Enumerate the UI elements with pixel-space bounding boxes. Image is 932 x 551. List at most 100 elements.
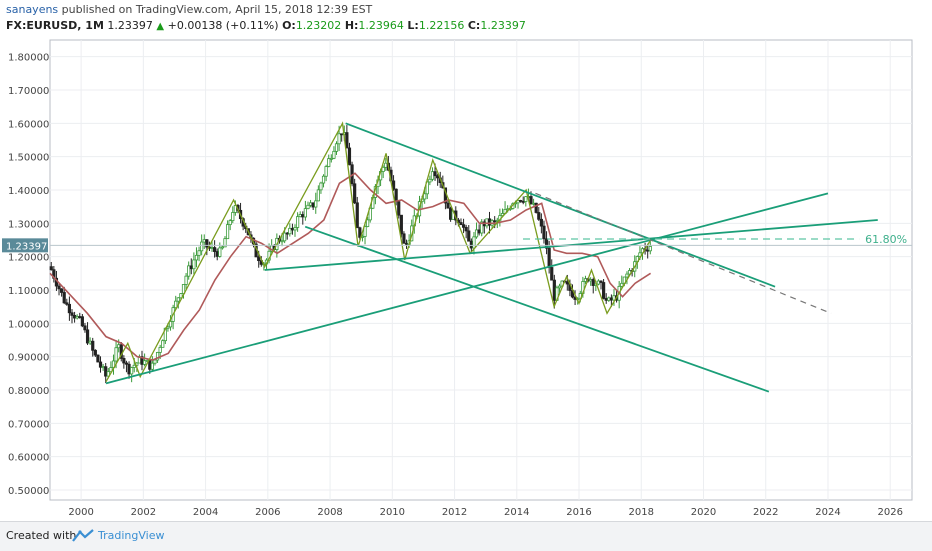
candle-body — [67, 303, 71, 314]
candle-body — [210, 247, 214, 249]
candle-body — [319, 182, 323, 191]
x-tick-label: 2026 — [877, 507, 902, 518]
candle-body — [324, 166, 328, 177]
candle-body — [122, 358, 126, 364]
candle-body — [192, 259, 196, 270]
publish-info: sanayens published on TradingView.com, A… — [6, 3, 372, 16]
open-value: 1.23202 — [295, 19, 342, 32]
candle-body — [104, 366, 108, 377]
trendline — [345, 122, 776, 288]
candle-body — [174, 300, 178, 309]
high-value: 1.23964 — [358, 19, 404, 32]
candle-body — [547, 247, 551, 268]
candle-body — [366, 219, 370, 227]
y-tick-label: 1.20000 — [8, 253, 49, 264]
y-tick-label: 1.00000 — [8, 319, 49, 330]
x-tick-label: 2000 — [68, 507, 93, 518]
candle-body — [220, 246, 224, 249]
candle-body — [301, 214, 305, 218]
candle-body — [280, 240, 284, 243]
candle-body — [161, 340, 165, 348]
candle-body — [646, 249, 650, 252]
candle-body — [231, 212, 235, 222]
candle-body — [607, 297, 611, 301]
candle-body — [449, 207, 453, 220]
created-with-text: Created with — [6, 529, 77, 542]
candle-body — [288, 227, 292, 235]
tradingview-brand[interactable]: TradingView — [98, 529, 165, 542]
candle-body — [459, 222, 463, 226]
candle-body — [609, 297, 613, 301]
y-tick-label: 0.50000 — [8, 486, 49, 497]
price-change: +0.00138 (+0.11%) — [167, 19, 279, 32]
candle-body — [531, 202, 536, 205]
candle-body — [298, 214, 302, 218]
x-tick-label: 2022 — [753, 507, 778, 518]
candle-body — [130, 367, 134, 375]
candle-body — [124, 362, 129, 365]
candle-body — [599, 280, 603, 283]
price-chart[interactable]: 1.80000 1.70000 1.60000 1.50000 1.40000 1.300… — [0, 0, 932, 521]
candle-body — [404, 242, 409, 245]
candle-body — [446, 202, 450, 209]
close-label: C: — [467, 19, 481, 32]
candle-body — [347, 147, 352, 166]
candle-body — [215, 251, 219, 257]
candle-body — [88, 340, 92, 344]
plot-area — [49, 39, 913, 501]
published-text: published on TradingView.com, April 15, … — [61, 3, 373, 16]
y-tick-label: 1.50000 — [8, 153, 49, 164]
candle-body — [70, 312, 74, 316]
candle-body — [158, 346, 162, 353]
candle-body — [114, 347, 118, 362]
candle-body — [596, 280, 601, 285]
candle-body — [85, 329, 90, 344]
zigzag-line — [105, 121, 652, 382]
candle-body — [552, 279, 556, 301]
y-tick-label: 1.10000 — [8, 286, 49, 297]
candle-body — [225, 224, 230, 240]
candle-body — [314, 200, 318, 208]
candle-body — [464, 226, 468, 232]
tradingview-logo-icon[interactable] — [72, 529, 94, 543]
x-tick-label: 2020 — [691, 507, 716, 518]
candle-body — [62, 292, 66, 304]
y-tick-label: 1.80000 — [8, 53, 49, 64]
candle-body — [49, 266, 53, 271]
candle-body — [353, 183, 357, 204]
candle-body — [327, 158, 331, 167]
candle-body — [93, 349, 97, 356]
close-value: 1.23397 — [480, 19, 526, 32]
candle-body — [148, 360, 152, 370]
candle-body — [519, 200, 523, 202]
footer: Created with TradingView — [0, 521, 932, 551]
publisher-name[interactable]: sanayens — [6, 3, 59, 16]
candle-body — [132, 364, 136, 368]
candle-body — [602, 282, 606, 299]
candle-body — [98, 361, 103, 368]
candle-body — [184, 275, 188, 285]
candle-body — [402, 233, 406, 244]
x-tick-label: 2016 — [566, 507, 591, 518]
candle-body — [345, 132, 349, 149]
candle-body — [467, 230, 471, 242]
candle-body — [60, 288, 64, 293]
candle-body — [521, 200, 525, 203]
candle-body — [591, 279, 595, 286]
candle-body — [127, 363, 131, 375]
candle-body — [65, 302, 69, 305]
candle-body — [117, 344, 121, 349]
x-tick-label: 2018 — [629, 507, 654, 518]
y-tick-label: 1.60000 — [8, 119, 49, 130]
candle-body — [155, 352, 160, 361]
symbol-label[interactable]: FX:EURUSD, 1M — [6, 19, 104, 32]
candle-body — [332, 150, 336, 159]
candle-body — [72, 314, 77, 319]
candle-body — [493, 220, 497, 223]
candle-body — [542, 225, 546, 240]
candle-body — [384, 162, 388, 168]
candle-body — [109, 367, 113, 373]
candle-body — [106, 371, 110, 377]
fib-level-label: 61.80% — [865, 233, 907, 246]
candle-body — [529, 196, 533, 205]
